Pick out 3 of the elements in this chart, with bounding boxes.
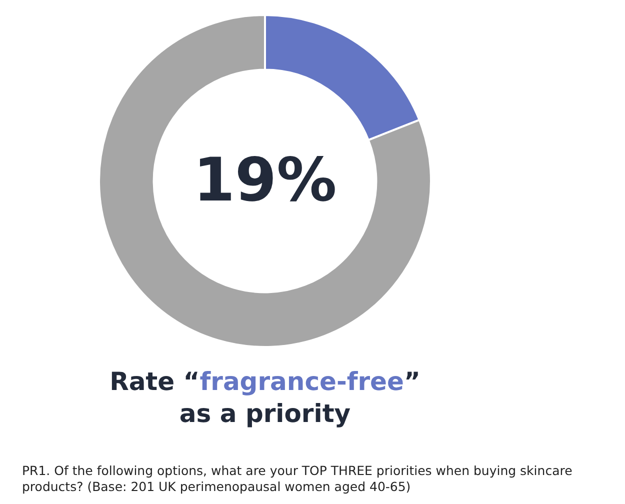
data-label: 19% — [193, 146, 337, 216]
chart-title: Rate “fragrance-free” as a priority — [110, 367, 420, 428]
text: PR1. Of the following options, what are your TOP THREE priorities when buying skincare products? (Base: 201 UK perimenopausal women aged 40-65) — [22, 463, 574, 495]
